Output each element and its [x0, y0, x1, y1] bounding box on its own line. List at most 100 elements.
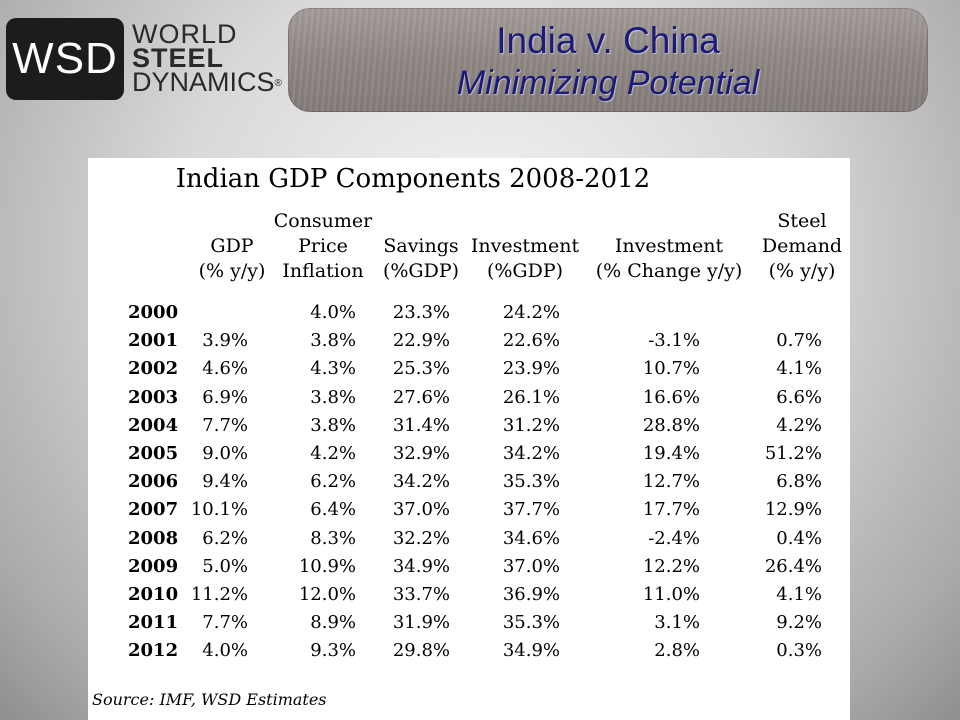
- table-row: 2011 7.7% 8.9% 31.9% 35.3% 3.1% 9.2%: [88, 612, 850, 642]
- table-cell: 28.8%: [642, 414, 700, 436]
- row-year: 2006: [128, 471, 179, 493]
- table-cell: 31.4%: [392, 414, 450, 436]
- table-row: 2007 10.1% 6.4% 37.0% 37.7% 17.7% 12.9%: [88, 499, 850, 529]
- header-investment-change: Investment (% Change y/y): [595, 235, 743, 282]
- table-cell: 24.2%: [502, 302, 560, 323]
- header-savings: Savings (%GDP): [382, 235, 460, 282]
- table-cell: 25.3%: [392, 358, 450, 380]
- table-cell: 12.2%: [642, 555, 700, 577]
- table-cell: 23.3%: [392, 302, 450, 323]
- table-cell: 9.2%: [776, 612, 822, 634]
- table-cell: 6.9%: [202, 386, 248, 408]
- table-cell: 36.9%: [502, 584, 560, 605]
- table-cell: 33.7%: [392, 584, 450, 605]
- table-cell: 16.6%: [642, 386, 700, 408]
- table-cell: 4.2%: [776, 414, 822, 436]
- row-year: 2008: [128, 527, 179, 549]
- logo-wordmark: WORLD STEEL DYNAMICS®: [132, 19, 282, 98]
- table-cell: -2.4%: [648, 527, 700, 549]
- table-cell: 10.9%: [298, 555, 356, 577]
- row-year: 2004: [128, 414, 179, 436]
- table-cell: 3.8%: [310, 330, 356, 352]
- table-row: 2006 9.4% 6.2% 34.2% 35.3% 12.7% 6.8%: [88, 471, 850, 501]
- logo-badge: WSD: [6, 18, 124, 100]
- table-cell: 4.2%: [310, 443, 356, 464]
- table-cell: 7.7%: [202, 414, 248, 436]
- table-cell: 3.1%: [654, 612, 700, 634]
- table-cell: 3.8%: [310, 386, 356, 408]
- table-cell: 3.8%: [310, 414, 356, 436]
- table-cell: 11.0%: [642, 584, 700, 605]
- table-cell: 23.9%: [502, 358, 560, 380]
- table-row: 2003 6.9% 3.8% 27.6% 26.1% 16.6% 6.6%: [88, 387, 850, 417]
- table-cell: 9.0%: [202, 443, 248, 464]
- table-cell: 37.0%: [392, 499, 450, 521]
- row-year: 2001: [128, 330, 179, 352]
- slide-title: India v. China: [496, 20, 720, 61]
- table-cell: 0.7%: [776, 330, 822, 352]
- table-cell: 19.4%: [642, 443, 700, 464]
- gdp-table-panel: Indian GDP Components 2008-2012 GDP (% y…: [88, 158, 850, 720]
- header-gdp: GDP (% y/y): [198, 235, 266, 282]
- table-cell: 34.2%: [392, 471, 450, 493]
- table-cell: 27.6%: [392, 386, 450, 408]
- table-cell: 6.6%: [776, 386, 822, 408]
- table-cell: 8.3%: [310, 527, 356, 549]
- table-row: 2009 5.0% 10.9% 34.9% 37.0% 12.2% 26.4%: [88, 556, 850, 586]
- table-cell: 4.1%: [776, 358, 822, 380]
- row-year: 2012: [128, 640, 179, 662]
- table-cell: 32.2%: [392, 527, 450, 549]
- table-cell: 31.9%: [392, 612, 450, 634]
- logo-line-steel: STEEL: [132, 43, 225, 74]
- table-cell: 6.8%: [776, 471, 822, 493]
- table-row: 2010 11.2% 12.0% 33.7% 36.9% 11.0% 4.1%: [88, 584, 850, 614]
- table-cell: 22.6%: [502, 330, 560, 352]
- table-cell: 26.1%: [502, 386, 560, 408]
- table-cell: 10.7%: [642, 358, 700, 380]
- table-cell: 10.1%: [190, 499, 248, 521]
- table-cell: 37.7%: [502, 499, 560, 521]
- row-year: 2010: [128, 584, 179, 605]
- table-row: 2012 4.0% 9.3% 29.8% 34.9% 2.8% 0.3%: [88, 640, 850, 670]
- table-cell: 51.2%: [764, 443, 822, 464]
- table-cell: -3.1%: [648, 330, 700, 352]
- row-year: 2003: [128, 386, 179, 408]
- table-cell: 5.0%: [202, 555, 248, 577]
- header-steel-demand: Steel Demand (% y/y): [761, 210, 843, 282]
- table-cell: 7.7%: [202, 612, 248, 634]
- table-cell: 37.0%: [502, 555, 560, 577]
- table-cell: 12.0%: [298, 584, 356, 605]
- row-year: 2007: [128, 499, 179, 521]
- table-cell: 34.6%: [502, 527, 560, 549]
- table-cell: 0.4%: [776, 527, 822, 549]
- row-year: 2005: [128, 443, 179, 464]
- table-cell: 2.8%: [654, 640, 700, 662]
- table-row: 2005 9.0% 4.2% 32.9% 34.2% 19.4% 51.2%: [88, 443, 850, 473]
- table-cell: 8.9%: [310, 612, 356, 634]
- table-cell: 11.2%: [190, 584, 248, 605]
- table-cell: 9.3%: [310, 640, 356, 662]
- table-cell: 34.2%: [502, 443, 560, 464]
- table-row: 2004 7.7% 3.8% 31.4% 31.2% 28.8% 4.2%: [88, 415, 850, 445]
- table-cell: 17.7%: [642, 499, 700, 521]
- table-cell: 29.8%: [392, 640, 450, 662]
- wsd-logo: WSD WORLD STEEL DYNAMICS®: [6, 14, 286, 104]
- title-banner: India v. China Minimizing Potential: [288, 8, 928, 112]
- table-cell: 9.4%: [202, 471, 248, 493]
- logo-line-world: WORLD: [132, 19, 238, 50]
- table-row: 2001 3.9% 3.8% 22.9% 22.6% -3.1% 0.7%: [88, 330, 850, 360]
- table-cell: 6.2%: [310, 471, 356, 493]
- table-cell: 4.0%: [310, 302, 356, 323]
- table-row: 2008 6.2% 8.3% 32.2% 34.6% -2.4% 0.4%: [88, 528, 850, 558]
- logo-line-dynamics: DYNAMICS®: [132, 67, 282, 98]
- table-row: 2002 4.6% 4.3% 25.3% 23.9% 10.7% 4.1%: [88, 358, 850, 388]
- row-year: 2000: [128, 302, 179, 323]
- table-cell: 4.0%: [202, 640, 248, 662]
- row-year: 2009: [128, 555, 179, 577]
- table-title: Indian GDP Components 2008-2012: [175, 164, 651, 194]
- table-cell: 34.9%: [502, 640, 560, 662]
- table-cell: 6.4%: [310, 499, 356, 521]
- table-cell: 35.3%: [502, 471, 560, 493]
- table-cell: 0.3%: [776, 640, 822, 662]
- header-investment-gdp: Investment (%GDP): [470, 235, 580, 282]
